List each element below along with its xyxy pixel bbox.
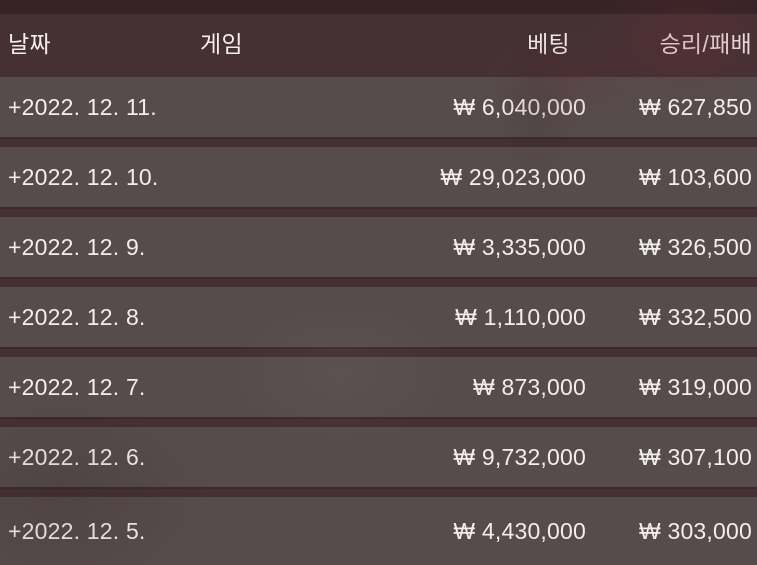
column-header-date: 날짜: [8, 31, 51, 57]
date-cell-expandable[interactable]: +2022. 12. 5.: [8, 517, 146, 544]
table-row[interactable]: +2022. 12. 10. ₩ 29,023,000 ₩ 103,600: [0, 147, 757, 207]
winloss-cell: ₩ 103,600: [638, 163, 752, 190]
winloss-cell: ₩ 326,500: [638, 233, 752, 260]
column-header-winloss: 승리/패배: [659, 31, 752, 57]
betting-cell: ₩ 4,430,000: [453, 517, 586, 544]
winloss-cell: ₩ 332,500: [638, 303, 752, 330]
betting-cell: ₩ 6,040,000: [453, 93, 586, 120]
date-cell-expandable[interactable]: +2022. 12. 8.: [8, 303, 146, 330]
betting-cell: ₩ 29,023,000: [440, 163, 586, 190]
top-dark-strip: [0, 0, 757, 14]
table-row[interactable]: +2022. 12. 11. ₩ 6,040,000 ₩ 627,850: [0, 77, 757, 137]
winloss-cell: ₩ 319,000: [638, 373, 752, 400]
date-cell-expandable[interactable]: +2022. 12. 10.: [8, 163, 159, 190]
betting-cell: ₩ 9,732,000: [453, 443, 586, 470]
column-header-betting: 베팅: [527, 31, 570, 57]
date-cell-expandable[interactable]: +2022. 12. 9.: [8, 233, 146, 260]
winloss-cell: ₩ 627,850: [638, 93, 752, 120]
table-row[interactable]: +2022. 12. 5. ₩ 4,430,000 ₩ 303,000: [0, 497, 757, 565]
table-row[interactable]: +2022. 12. 6. ₩ 9,732,000 ₩ 307,100: [0, 427, 757, 487]
winloss-cell: ₩ 303,000: [638, 517, 752, 544]
column-header-game: 게임: [200, 31, 243, 57]
table-row[interactable]: +2022. 12. 8. ₩ 1,110,000 ₩ 332,500: [0, 287, 757, 347]
betting-cell: ₩ 1,110,000: [455, 303, 586, 330]
date-cell-expandable[interactable]: +2022. 12. 11.: [8, 93, 157, 120]
date-cell-expandable[interactable]: +2022. 12. 6.: [8, 443, 146, 470]
table-body: +2022. 12. 11. ₩ 6,040,000 ₩ 627,850 +20…: [0, 70, 757, 565]
table-row[interactable]: +2022. 12. 7. ₩ 873,000 ₩ 319,000: [0, 357, 757, 417]
winloss-cell: ₩ 307,100: [638, 443, 752, 470]
betting-cell: ₩ 873,000: [472, 373, 586, 400]
table-header-row: 날짜 게임 베팅 승리/패배: [0, 14, 757, 70]
table-row[interactable]: +2022. 12. 9. ₩ 3,335,000 ₩ 326,500: [0, 217, 757, 277]
betting-cell: ₩ 3,335,000: [453, 233, 586, 260]
date-cell-expandable[interactable]: +2022. 12. 7.: [8, 373, 146, 400]
